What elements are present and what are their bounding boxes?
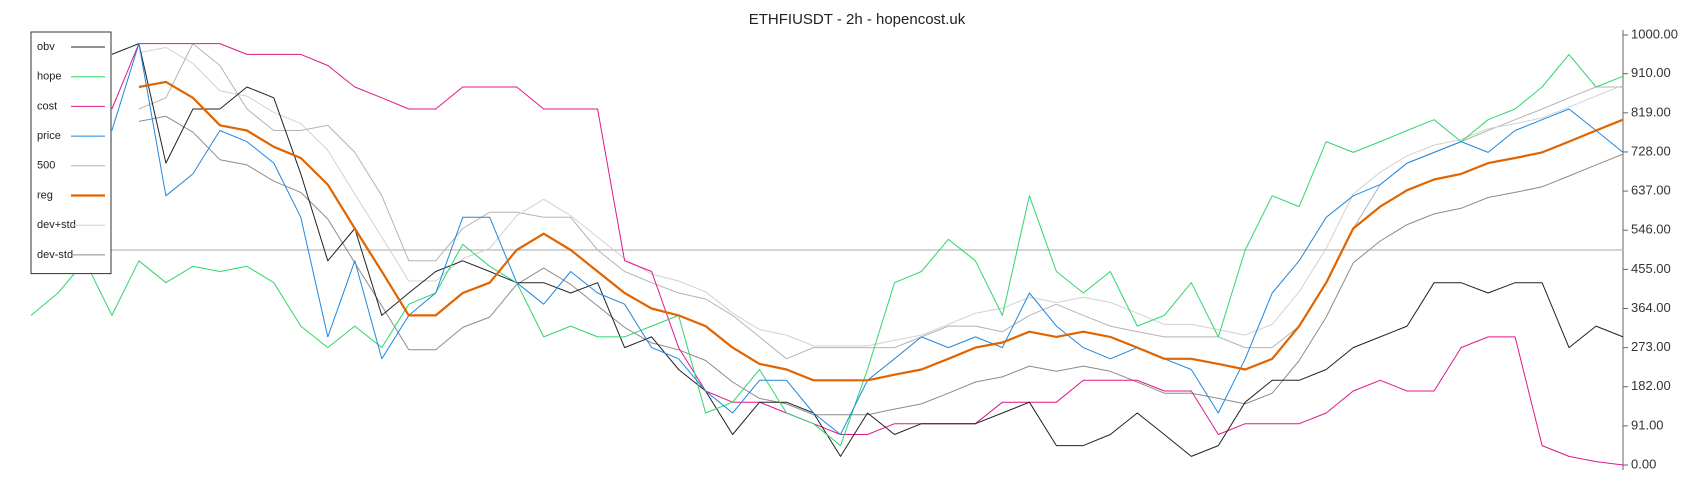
series-line bbox=[138, 47, 1624, 347]
y-tick-label: 637.00 bbox=[1631, 183, 1671, 198]
series-line bbox=[138, 115, 1624, 416]
y-tick-label: 910.00 bbox=[1631, 65, 1671, 80]
legend-label: obv bbox=[37, 41, 55, 53]
legend-label: price bbox=[37, 130, 61, 142]
series-line bbox=[138, 43, 1623, 360]
y-tick-label: 728.00 bbox=[1631, 143, 1671, 158]
y-tick-label: 91.00 bbox=[1631, 417, 1664, 432]
legend-box bbox=[30, 31, 112, 275]
series-line bbox=[111, 43, 1624, 466]
legend-label: dev-std bbox=[37, 249, 73, 261]
legend-label: cost bbox=[37, 100, 57, 112]
y-tick-label: 182.00 bbox=[1631, 378, 1671, 393]
y-tick-label: 1000.00 bbox=[1631, 26, 1678, 41]
legend-label: 500 bbox=[37, 160, 55, 172]
legend-label: reg bbox=[37, 189, 53, 201]
legend-label: hope bbox=[37, 71, 61, 83]
series-line bbox=[138, 80, 1624, 382]
series-line bbox=[30, 53, 1624, 447]
series-line bbox=[111, 43, 1624, 435]
legend: obv hope cost price 500 reg dev+std dev-std bbox=[30, 31, 112, 275]
y-tick-label: 0.00 bbox=[1631, 456, 1656, 471]
legend-label: dev+std bbox=[37, 219, 76, 231]
y-tick-label: 364.00 bbox=[1631, 300, 1671, 315]
y-tick-label: 273.00 bbox=[1631, 339, 1671, 354]
y-tick-label: 819.00 bbox=[1631, 104, 1671, 119]
y-tick-label: 546.00 bbox=[1631, 222, 1671, 237]
series-line bbox=[111, 43, 1624, 457]
chart-title: ETHFIUSDT - 2h - hopencost.uk bbox=[749, 11, 966, 28]
y-tick-label: 455.00 bbox=[1631, 261, 1671, 276]
